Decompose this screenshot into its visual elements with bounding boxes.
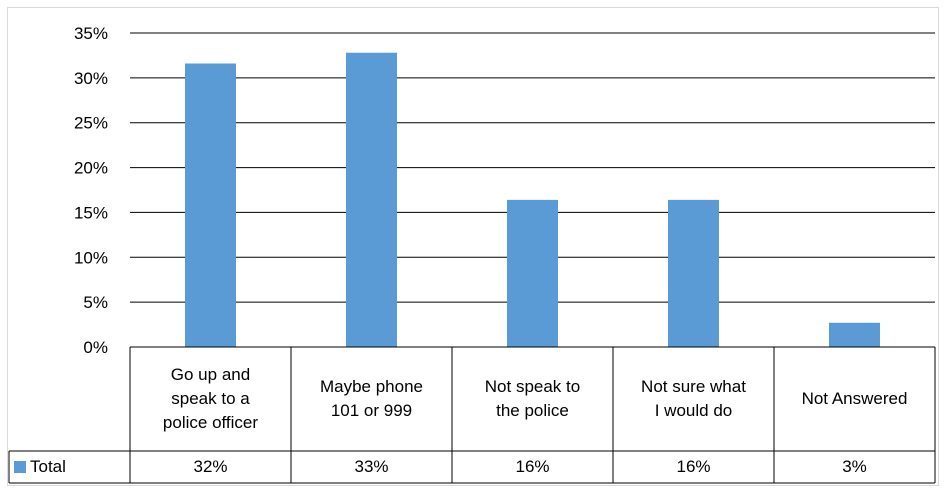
table-value: 3% xyxy=(842,457,867,476)
table-value: 16% xyxy=(676,457,711,476)
chart-frame xyxy=(7,7,939,486)
y-tick-label: 20% xyxy=(74,159,108,178)
y-tick-label: 0% xyxy=(83,338,108,357)
y-tick-label: 10% xyxy=(74,248,108,267)
y-tick-label: 15% xyxy=(74,203,108,222)
y-tick-label: 25% xyxy=(74,114,108,133)
bar xyxy=(507,199,558,347)
legend-swatch xyxy=(14,461,26,473)
y-tick-label: 35% xyxy=(74,24,108,43)
bar xyxy=(668,199,719,347)
y-tick-label: 30% xyxy=(74,69,108,88)
category-label: Go up and speak to a police officer xyxy=(162,365,259,432)
bar xyxy=(829,322,880,347)
category-label: Not speak to the police xyxy=(484,377,581,420)
table-value: 33% xyxy=(354,457,389,476)
legend-label: Total xyxy=(30,457,66,476)
category-label: Maybe phone 101 or 999 xyxy=(319,377,424,420)
category-label: Not sure what I would do xyxy=(641,377,746,420)
category-label: Not Answered xyxy=(801,389,908,408)
legend-entry: Total xyxy=(9,451,130,483)
table-value: 32% xyxy=(193,457,228,476)
table-value: 16% xyxy=(515,457,550,476)
bar xyxy=(185,63,236,347)
bar xyxy=(346,52,397,347)
y-tick-label: 5% xyxy=(83,293,108,312)
